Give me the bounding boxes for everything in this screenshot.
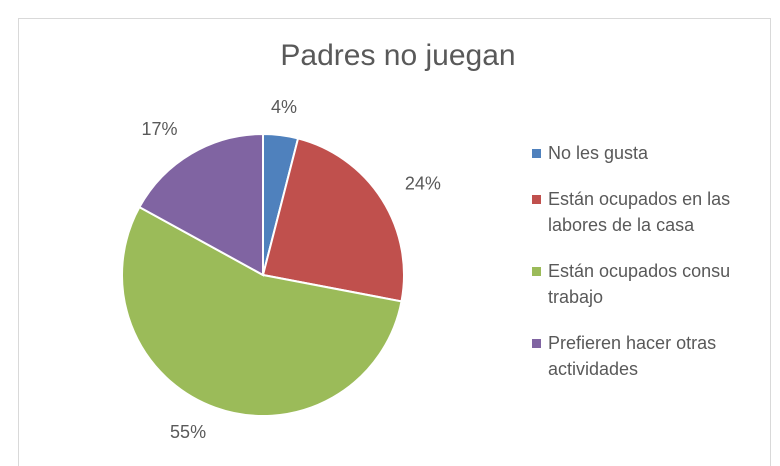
data-label: 24% — [405, 174, 441, 194]
pie-slice — [121, 205, 403, 417]
pie-slice — [138, 132, 264, 277]
legend-label: No les gusta — [548, 143, 649, 163]
legend-label: Están ocupados en las labores de la casa — [548, 189, 731, 235]
legend-item: No les gusta — [530, 140, 755, 166]
pie-slice — [261, 137, 405, 303]
data-label: 17% — [141, 119, 177, 139]
legend-swatch — [532, 195, 541, 204]
legend-swatch — [532, 267, 541, 276]
data-label: 55% — [170, 422, 206, 442]
legend-item: Están ocupados consu trabajo — [530, 258, 755, 310]
legend: No les gusta Están ocupados en las labore… — [530, 140, 755, 402]
legend-swatch — [532, 339, 541, 348]
legend-item: Están ocupados en las labores de la casa — [530, 186, 755, 238]
data-label: 4% — [271, 97, 297, 117]
legend-item: Prefieren hacer otras actividades — [530, 330, 755, 382]
legend-swatch — [532, 149, 541, 158]
legend-label: Están ocupados consu trabajo — [548, 261, 731, 307]
chart-title: Padres no juegan — [280, 39, 515, 72]
legend-label: Prefieren hacer otras actividades — [548, 333, 717, 379]
